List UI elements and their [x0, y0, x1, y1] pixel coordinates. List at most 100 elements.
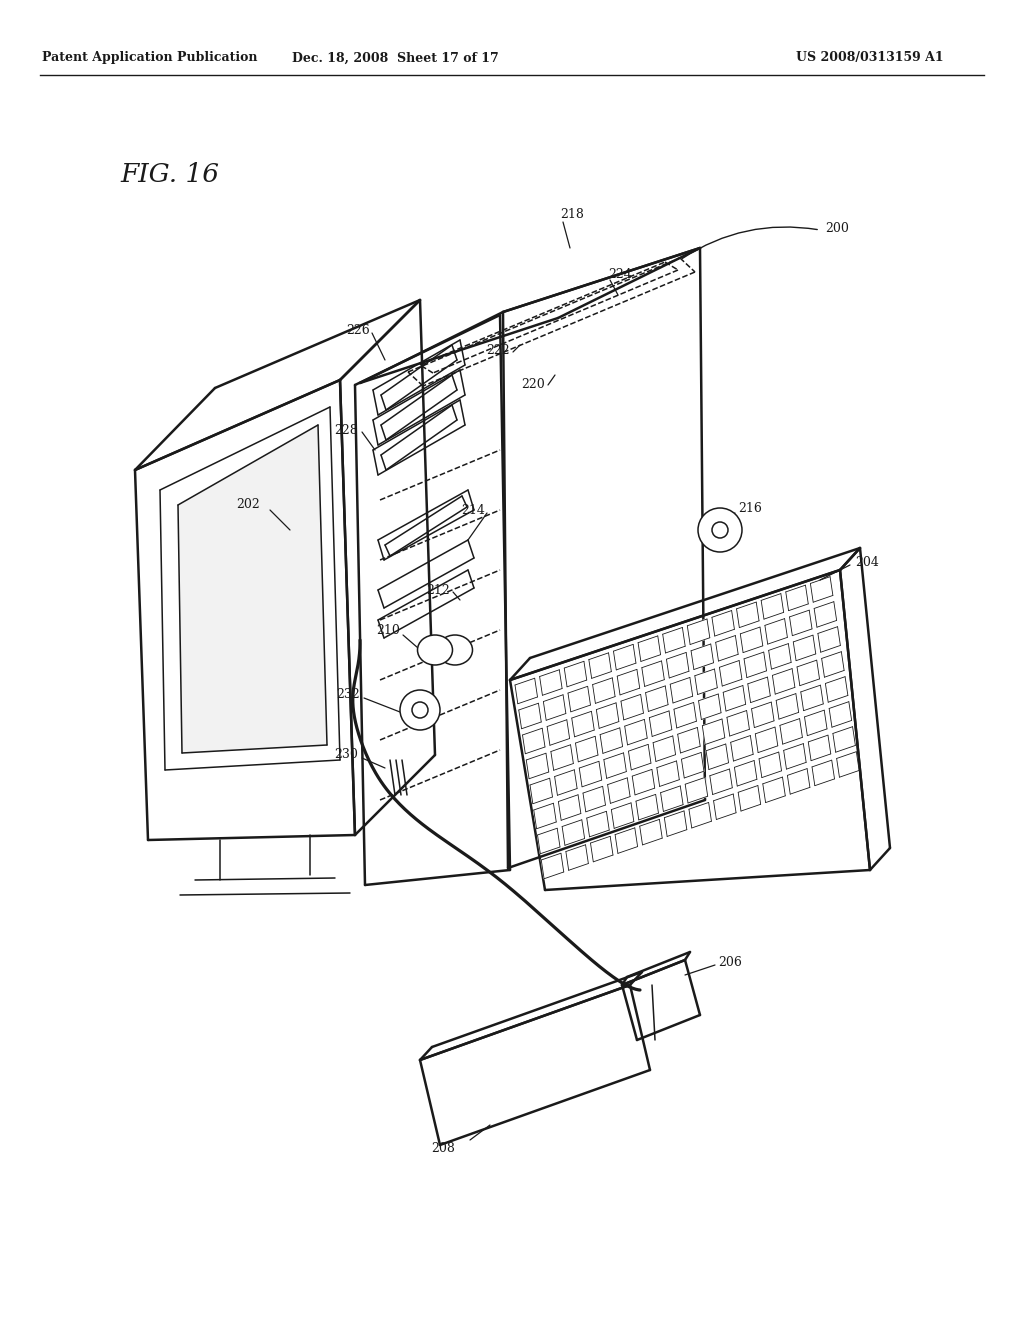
- Polygon shape: [685, 777, 708, 803]
- Polygon shape: [564, 661, 587, 686]
- Polygon shape: [555, 770, 578, 795]
- Text: 208: 208: [431, 1142, 455, 1155]
- Polygon shape: [763, 777, 785, 803]
- Polygon shape: [540, 669, 562, 696]
- Polygon shape: [378, 540, 474, 609]
- Polygon shape: [587, 812, 609, 837]
- Polygon shape: [787, 768, 810, 795]
- Polygon shape: [378, 570, 474, 638]
- Polygon shape: [689, 803, 712, 828]
- Polygon shape: [710, 770, 732, 795]
- Text: 210: 210: [376, 623, 400, 636]
- Polygon shape: [818, 627, 841, 652]
- Polygon shape: [765, 619, 787, 644]
- Polygon shape: [738, 785, 761, 810]
- Polygon shape: [801, 685, 823, 710]
- Circle shape: [698, 508, 742, 552]
- Polygon shape: [385, 496, 467, 556]
- Text: 220: 220: [521, 379, 545, 392]
- Polygon shape: [621, 694, 643, 719]
- Polygon shape: [821, 652, 844, 677]
- Polygon shape: [625, 719, 647, 744]
- Polygon shape: [714, 795, 736, 820]
- Polygon shape: [580, 762, 602, 787]
- Polygon shape: [566, 845, 589, 870]
- Polygon shape: [629, 744, 651, 770]
- Polygon shape: [373, 400, 465, 475]
- Polygon shape: [526, 754, 549, 779]
- Polygon shape: [178, 425, 327, 752]
- Polygon shape: [723, 685, 745, 711]
- Polygon shape: [534, 804, 556, 829]
- Circle shape: [712, 521, 728, 539]
- Polygon shape: [135, 380, 355, 840]
- Polygon shape: [797, 660, 819, 685]
- Polygon shape: [381, 405, 457, 470]
- Polygon shape: [653, 737, 676, 762]
- Polygon shape: [519, 704, 542, 729]
- Polygon shape: [638, 636, 660, 661]
- Polygon shape: [744, 652, 767, 677]
- Polygon shape: [761, 594, 783, 619]
- Text: 202: 202: [237, 499, 260, 511]
- Polygon shape: [378, 490, 474, 560]
- Text: Dec. 18, 2008  Sheet 17 of 17: Dec. 18, 2008 Sheet 17 of 17: [292, 51, 499, 65]
- Text: 212: 212: [426, 583, 450, 597]
- Polygon shape: [522, 729, 545, 754]
- Polygon shape: [783, 743, 806, 770]
- Polygon shape: [698, 694, 721, 719]
- Polygon shape: [160, 407, 340, 770]
- Polygon shape: [611, 803, 634, 829]
- Polygon shape: [515, 678, 538, 704]
- Text: 214: 214: [461, 503, 485, 516]
- Polygon shape: [805, 710, 827, 735]
- Polygon shape: [840, 548, 890, 870]
- Polygon shape: [810, 577, 833, 602]
- Polygon shape: [660, 785, 683, 812]
- Polygon shape: [617, 669, 640, 694]
- Polygon shape: [748, 677, 770, 702]
- Polygon shape: [663, 627, 685, 653]
- Polygon shape: [622, 960, 700, 1040]
- Polygon shape: [707, 744, 728, 770]
- Polygon shape: [589, 653, 611, 678]
- Polygon shape: [596, 702, 618, 729]
- Polygon shape: [360, 248, 700, 383]
- Polygon shape: [794, 635, 816, 661]
- Polygon shape: [716, 635, 738, 661]
- Polygon shape: [381, 345, 457, 411]
- Polygon shape: [759, 752, 781, 777]
- Polygon shape: [373, 341, 465, 414]
- Circle shape: [412, 702, 428, 718]
- Polygon shape: [731, 735, 754, 762]
- Polygon shape: [632, 770, 654, 795]
- Text: 224: 224: [608, 268, 632, 281]
- Polygon shape: [562, 820, 585, 845]
- Polygon shape: [542, 853, 564, 879]
- Polygon shape: [665, 810, 687, 837]
- Polygon shape: [604, 752, 627, 779]
- Polygon shape: [544, 694, 566, 721]
- Polygon shape: [752, 702, 774, 727]
- Text: 230: 230: [334, 748, 358, 762]
- Polygon shape: [613, 644, 636, 671]
- Polygon shape: [681, 752, 703, 777]
- Polygon shape: [649, 711, 672, 737]
- Polygon shape: [642, 661, 665, 686]
- Polygon shape: [734, 760, 757, 785]
- Polygon shape: [645, 686, 668, 711]
- Polygon shape: [510, 548, 860, 680]
- Polygon shape: [636, 795, 658, 820]
- Polygon shape: [670, 677, 692, 704]
- Text: 226: 226: [346, 323, 370, 337]
- Polygon shape: [568, 686, 591, 711]
- Polygon shape: [615, 828, 638, 853]
- Polygon shape: [593, 678, 615, 704]
- Ellipse shape: [437, 635, 472, 665]
- Polygon shape: [785, 585, 808, 611]
- Polygon shape: [551, 744, 573, 771]
- Text: 204: 204: [855, 556, 879, 569]
- Polygon shape: [667, 652, 689, 678]
- Polygon shape: [530, 779, 553, 804]
- Text: 228: 228: [334, 424, 358, 437]
